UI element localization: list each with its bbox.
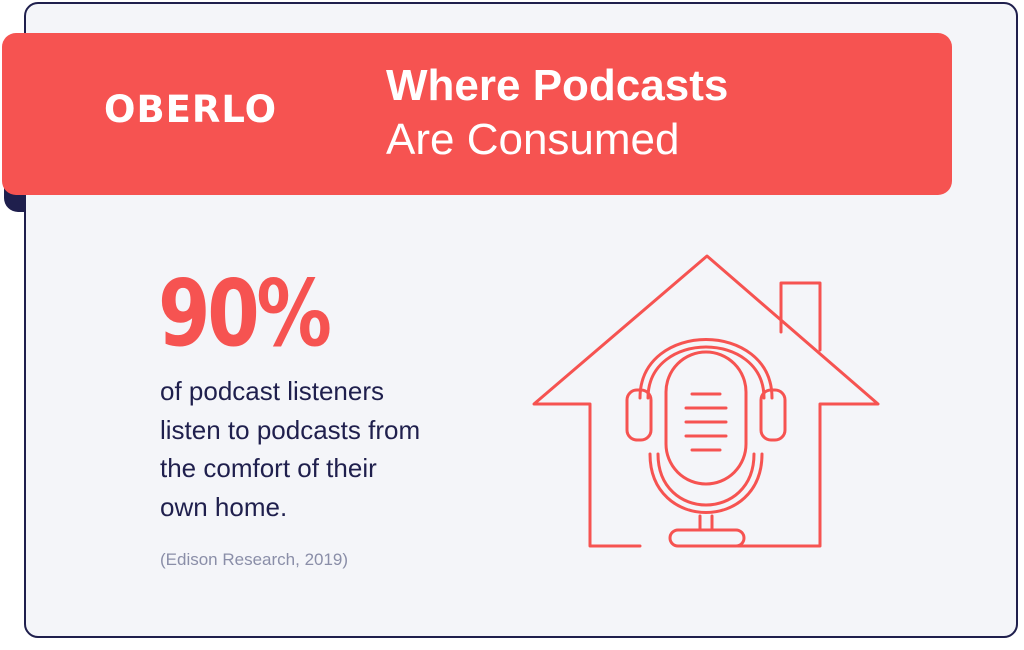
house-microphone-icon <box>532 254 880 548</box>
source-citation: (Edison Research, 2019) <box>160 550 349 569</box>
title-line-1: Where Podcasts <box>386 61 729 110</box>
title-line-2: Are Consumed <box>386 115 680 164</box>
header-banner <box>2 33 952 195</box>
stat-value: 90% <box>158 260 332 367</box>
stat-description: of podcast listeners listen to podcasts … <box>160 376 421 522</box>
brand-logo: OBERLO <box>104 88 278 131</box>
